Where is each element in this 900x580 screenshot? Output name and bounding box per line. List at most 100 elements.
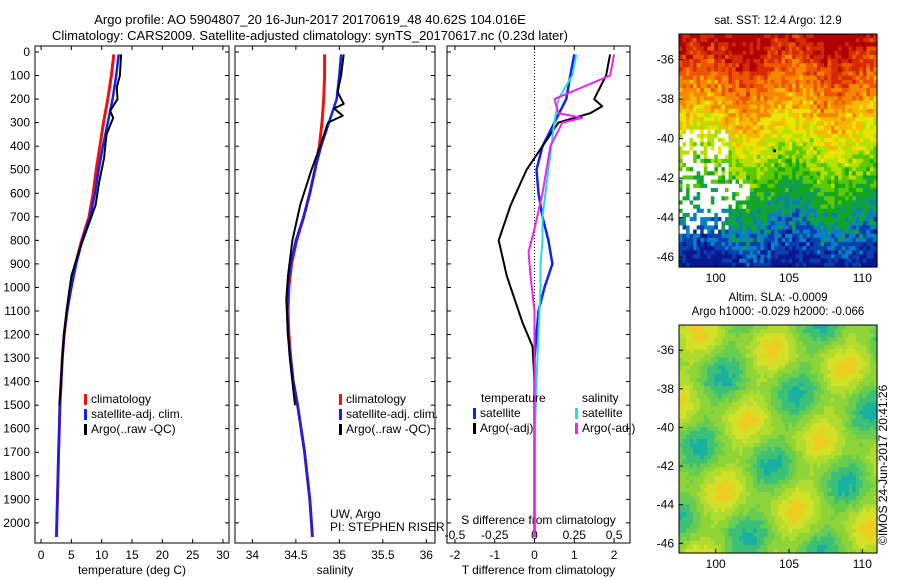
map-cell: [693, 92, 698, 98]
map-cell: [827, 129, 832, 135]
map-cell: [827, 217, 832, 222]
map-cell: [873, 92, 878, 98]
map-cell: [855, 398, 860, 403]
map-cell: [679, 108, 684, 114]
map-cell: [696, 341, 701, 346]
map-cell: [746, 262, 751, 268]
map-cell: [693, 237, 698, 243]
map-cell: [717, 75, 723, 81]
x-tick-label: 5: [68, 548, 75, 562]
map-cell: [721, 365, 726, 371]
map-cell: [820, 262, 825, 268]
map-cell: [770, 333, 776, 338]
map-cell: [700, 357, 705, 363]
map-cell: [792, 167, 797, 172]
map-cell: [809, 113, 814, 118]
map-cell: [778, 242, 783, 247]
map-cell: [848, 167, 853, 172]
map-cell: [788, 337, 793, 342]
map-cell: [802, 54, 807, 60]
map-cell: [855, 204, 860, 210]
map-cell: [724, 121, 730, 127]
map-cell: [806, 233, 811, 239]
map-cell: [739, 167, 744, 172]
map-cell: [710, 171, 715, 177]
map-cell: [831, 63, 836, 68]
map-cell: [760, 133, 765, 139]
map-cell: [845, 192, 850, 197]
map-cell: [823, 237, 829, 243]
map-cell: [813, 262, 818, 268]
map-cell: [707, 434, 712, 440]
map-cell: [753, 229, 758, 235]
map-cell: [763, 204, 768, 210]
map-cell: [869, 138, 875, 143]
map-cell: [710, 63, 715, 68]
map-cell: [679, 67, 684, 73]
map-cell: [869, 242, 875, 247]
map-cell: [806, 167, 811, 172]
map-cell: [760, 333, 765, 338]
map-cell: [778, 418, 783, 424]
map-cell: [689, 398, 694, 403]
map-cell: [760, 71, 765, 77]
map-cell: [831, 357, 836, 363]
map-cell: [767, 353, 772, 359]
map-cell: [735, 430, 740, 436]
map-cell: [739, 410, 744, 416]
map-cell: [696, 50, 701, 56]
map-cell: [788, 162, 793, 168]
map-cell: [686, 108, 691, 114]
map-cell: [816, 258, 822, 264]
map-cell: [721, 246, 726, 251]
map-cell: [792, 225, 797, 231]
map-cell: [763, 67, 768, 73]
map-cell: [859, 129, 864, 135]
map-cell: [721, 426, 726, 432]
map-cell: [746, 386, 751, 391]
map-cell: [788, 38, 793, 43]
map-cell: [760, 262, 765, 268]
x-tick-label: 10: [95, 548, 109, 562]
map-cell: [813, 341, 818, 346]
map-cell: [724, 237, 730, 243]
map-cell: [749, 88, 754, 93]
map-cell: [781, 377, 786, 383]
map-cell: [756, 117, 761, 122]
map-cell: [823, 92, 829, 98]
map-cell: [724, 250, 730, 256]
map-cell: [813, 225, 818, 231]
map-cell: [845, 325, 850, 330]
map-cell: [848, 258, 853, 264]
map-cell: [735, 373, 740, 379]
map-cell: [760, 414, 765, 420]
map-cell: [845, 75, 850, 81]
map-cell: [717, 117, 723, 122]
map-cell: [696, 422, 701, 428]
map-cell: [802, 341, 807, 346]
map-cell: [834, 333, 839, 338]
map-cell: [717, 377, 723, 383]
map-cell: [774, 67, 779, 73]
map-cell: [848, 242, 853, 247]
map-cell: [873, 329, 878, 334]
map-cell: [700, 117, 705, 122]
map-cell: [852, 71, 857, 77]
x-tick-label: 100: [706, 271, 726, 285]
map-cell: [809, 138, 814, 143]
map-cell: [703, 75, 708, 81]
map-cell: [827, 365, 832, 371]
map-cell: [802, 154, 807, 160]
map-cell: [686, 337, 691, 342]
map-cell: [774, 196, 779, 202]
map-cell: [689, 361, 694, 367]
map-cell: [820, 50, 825, 56]
legend-swatch: [84, 394, 87, 405]
map-cell: [852, 154, 857, 160]
map-cell: [749, 329, 754, 334]
map-cell: [831, 113, 836, 118]
map-cell: [767, 83, 772, 89]
map-cell: [767, 113, 772, 118]
map-cell: [781, 71, 786, 77]
map-cell: [746, 254, 751, 260]
